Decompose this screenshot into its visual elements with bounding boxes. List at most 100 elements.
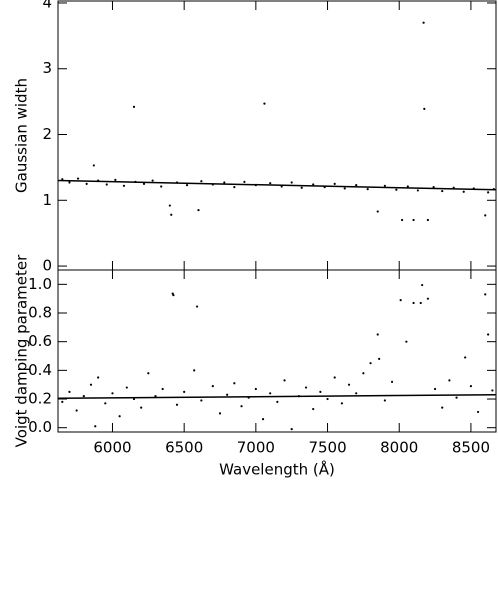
data-point	[154, 395, 157, 398]
data-point	[160, 185, 163, 188]
data-point	[343, 187, 346, 190]
data-point	[441, 406, 444, 409]
y-tick-label: 1	[42, 191, 52, 209]
data-point	[243, 180, 246, 183]
data-point	[125, 386, 128, 389]
data-point	[147, 372, 150, 375]
data-point	[276, 400, 279, 403]
x-tick-label: 6000	[93, 439, 131, 457]
data-point	[376, 333, 379, 336]
y-tick-label: 2	[42, 125, 52, 143]
data-point	[487, 333, 490, 336]
data-point	[218, 412, 222, 415]
data-point	[412, 218, 415, 222]
data-point	[455, 396, 458, 399]
y-tick-label: 0.2	[28, 390, 52, 408]
data-point	[140, 406, 143, 409]
y-tick-label: 3	[42, 59, 52, 77]
y-axis-label: Voigt damping parameter	[13, 254, 31, 447]
data-point	[378, 357, 381, 360]
data-point	[464, 356, 467, 359]
data-point	[85, 182, 88, 185]
data-point	[132, 397, 136, 401]
data-point	[433, 387, 437, 391]
y-tick-label: 0.6	[28, 332, 52, 350]
data-point	[333, 376, 336, 379]
data-point	[312, 183, 315, 186]
data-point	[312, 407, 315, 411]
data-point	[333, 182, 336, 185]
data-point	[448, 379, 451, 382]
data-point	[263, 102, 266, 105]
data-point	[254, 387, 257, 391]
data-point	[283, 379, 286, 382]
data-point	[94, 425, 97, 428]
data-point	[441, 189, 444, 193]
y-tick-label: 0.8	[28, 304, 52, 322]
data-point	[326, 397, 329, 401]
data-point	[161, 387, 164, 391]
data-point	[383, 184, 386, 187]
fit-line	[57, 179, 497, 191]
data-point	[399, 299, 402, 302]
data-point	[185, 184, 189, 187]
data-point	[422, 21, 425, 24]
data-point	[195, 305, 199, 308]
data-point	[211, 385, 214, 388]
data-point	[170, 213, 173, 216]
data-point	[68, 181, 71, 184]
data-point	[92, 164, 95, 167]
data-point	[114, 178, 117, 181]
data-point	[223, 181, 226, 184]
data-point	[300, 186, 303, 189]
y-tick-label: 4	[42, 0, 52, 11]
data-point	[233, 186, 236, 189]
data-point	[269, 182, 272, 185]
data-point	[61, 400, 64, 403]
data-point	[105, 183, 108, 186]
data-point	[200, 180, 203, 183]
y-axis-label: Gaussian width	[13, 78, 31, 193]
data-point	[132, 105, 136, 108]
data-point	[200, 399, 203, 402]
data-point	[168, 204, 171, 207]
y-tick-label: 1.0	[28, 275, 52, 293]
data-point	[355, 184, 358, 187]
data-point	[426, 218, 429, 222]
data-point	[405, 340, 408, 343]
data-point	[491, 389, 494, 392]
y-tick-label: 0.0	[28, 418, 52, 436]
x-tick-label: 8500	[452, 439, 490, 457]
data-point	[347, 383, 351, 386]
data-point	[484, 214, 487, 217]
data-point	[400, 218, 404, 222]
data-point	[304, 386, 308, 389]
data-point	[68, 390, 71, 393]
data-point	[122, 184, 126, 187]
data-point	[432, 186, 435, 189]
data-point	[76, 177, 80, 180]
data-point	[376, 210, 379, 213]
data-point	[340, 402, 343, 405]
data-point	[383, 399, 386, 402]
data-point	[412, 301, 415, 305]
data-point	[426, 297, 429, 300]
data-point	[369, 362, 372, 365]
data-point	[421, 283, 424, 287]
data-point	[319, 390, 322, 393]
data-point	[484, 293, 487, 296]
data-point	[390, 380, 394, 383]
data-point	[462, 190, 465, 193]
data-point	[75, 409, 78, 412]
data-point	[423, 107, 426, 110]
data-point	[406, 185, 409, 188]
y-tick-label: 0.4	[28, 361, 52, 379]
data-point	[151, 179, 154, 182]
data-point	[487, 191, 490, 194]
x-tick-label: 8000	[380, 439, 418, 457]
data-point	[175, 403, 179, 406]
data-point	[290, 428, 293, 431]
data-point	[395, 188, 398, 191]
data-point	[419, 301, 422, 305]
